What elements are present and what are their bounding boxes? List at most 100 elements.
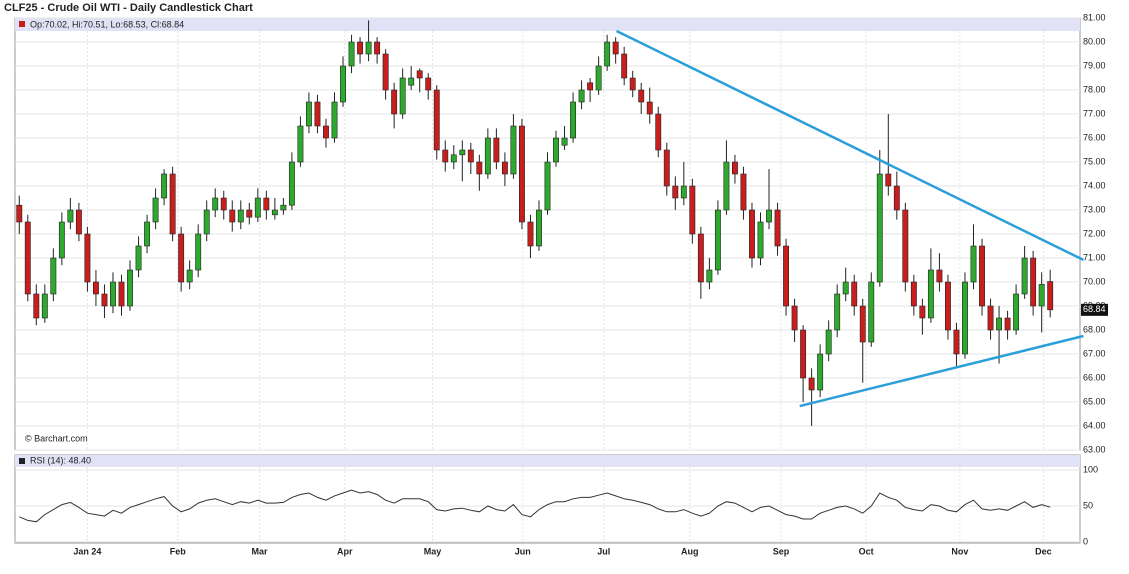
candle-body	[229, 209, 236, 223]
candle-body	[885, 173, 892, 187]
candle-body	[996, 317, 1003, 331]
candle-body	[578, 89, 585, 103]
candle-body	[561, 137, 568, 146]
candle-body	[484, 137, 491, 175]
candle-body	[16, 204, 23, 223]
candle-body	[740, 173, 747, 211]
candle-body	[553, 137, 559, 163]
candle-body	[75, 209, 82, 235]
rsi-band	[15, 455, 1080, 467]
candle-body	[629, 77, 636, 91]
candle-body	[962, 281, 968, 355]
candle-body	[288, 161, 295, 206]
x-tick-label: Jun	[515, 546, 531, 556]
y-tick-label: 77.00	[1083, 108, 1106, 118]
candle-body	[399, 77, 406, 115]
y-tick-label: 76.00	[1083, 132, 1106, 142]
candle-body	[237, 209, 244, 223]
candle-body	[493, 137, 500, 163]
candle-body	[655, 113, 662, 151]
y-tick-label: 78.00	[1083, 84, 1106, 94]
rsi-swatch	[19, 458, 25, 464]
candle-body	[825, 329, 832, 355]
y-tick-label: 71.00	[1083, 252, 1106, 262]
y-tick-label: 68.00	[1083, 324, 1106, 334]
candle-body	[305, 101, 312, 127]
candle-body	[467, 149, 474, 163]
rsi-label: RSI (14): 48.40	[30, 455, 91, 465]
candle-body	[749, 209, 755, 259]
candle-body	[936, 269, 943, 283]
candle-body	[33, 293, 40, 319]
candle-body	[536, 209, 542, 247]
candle-body	[1021, 257, 1028, 295]
candle-body	[203, 209, 210, 235]
candle-body	[604, 41, 611, 67]
candle-body	[1047, 281, 1054, 311]
candle-body	[910, 281, 917, 307]
y-tick-label: 81.00	[1083, 12, 1106, 22]
candle-body	[731, 161, 738, 175]
candle-body	[212, 197, 219, 211]
candle-body	[433, 89, 440, 151]
candle-body	[697, 233, 704, 283]
candle-body	[800, 329, 807, 379]
candle-body	[612, 41, 619, 55]
candle-body	[953, 329, 960, 355]
candle-body	[808, 377, 815, 391]
candle-body	[766, 209, 772, 223]
rsi-tick-label: 0	[1083, 536, 1088, 546]
trend-line	[799, 334, 1084, 408]
candle-body	[587, 82, 594, 91]
candle-body	[663, 149, 670, 187]
rsi-pane	[14, 454, 1081, 544]
candle-body	[944, 281, 951, 331]
candle-body	[876, 173, 883, 283]
candle-body	[791, 305, 798, 331]
candle-body	[689, 185, 696, 235]
candle-body	[271, 209, 278, 216]
candle-body	[570, 101, 577, 139]
candle-body	[979, 245, 985, 307]
candle-body	[970, 245, 977, 283]
candle-body	[510, 125, 517, 175]
candle-body	[161, 173, 168, 199]
candle-body	[50, 257, 57, 295]
y-tick-label: 75.00	[1083, 156, 1106, 166]
legend: Op:70.02, Hi:70.51, Lo:68.53, Cl:68.84	[30, 19, 184, 29]
candle-body	[178, 233, 185, 283]
trend-line	[615, 29, 1084, 262]
candle-body	[67, 209, 74, 223]
candle-body	[220, 197, 227, 211]
last-price-box	[1081, 303, 1108, 316]
candle-body	[246, 209, 253, 218]
y-tick-label: 70.00	[1083, 276, 1106, 286]
y-tick-label: 80.00	[1083, 36, 1106, 46]
candle-body	[714, 209, 721, 271]
candle-body	[459, 149, 466, 156]
x-tick-label: Apr	[337, 546, 353, 556]
candle-body	[323, 125, 329, 139]
candle-body	[416, 70, 423, 79]
candle-body	[1004, 317, 1011, 331]
candle-body	[527, 221, 534, 247]
last-price: 68.84	[1083, 304, 1106, 314]
y-tick-label: 72.00	[1083, 228, 1106, 238]
x-tick-label: Sep	[773, 546, 790, 556]
rsi-tick-label: 50	[1083, 500, 1093, 510]
candle-body	[919, 305, 926, 319]
candle-body	[450, 154, 457, 163]
y-tick-label: 74.00	[1083, 180, 1106, 190]
y-tick-label: 67.00	[1083, 348, 1106, 358]
candle-body	[127, 269, 133, 307]
candle-body	[314, 101, 321, 127]
candle-body	[254, 197, 261, 218]
candle-body	[382, 53, 389, 91]
candle-body	[783, 245, 790, 307]
candle-body	[817, 353, 824, 391]
x-tick-label: Oct	[859, 546, 874, 556]
source: © Barchart.com	[25, 433, 88, 443]
chart-title: CLF25 - Crude Oil WTI - Daily Candlestic…	[4, 2, 253, 14]
y-tick-label: 65.00	[1083, 396, 1106, 406]
candle-body	[169, 173, 176, 235]
